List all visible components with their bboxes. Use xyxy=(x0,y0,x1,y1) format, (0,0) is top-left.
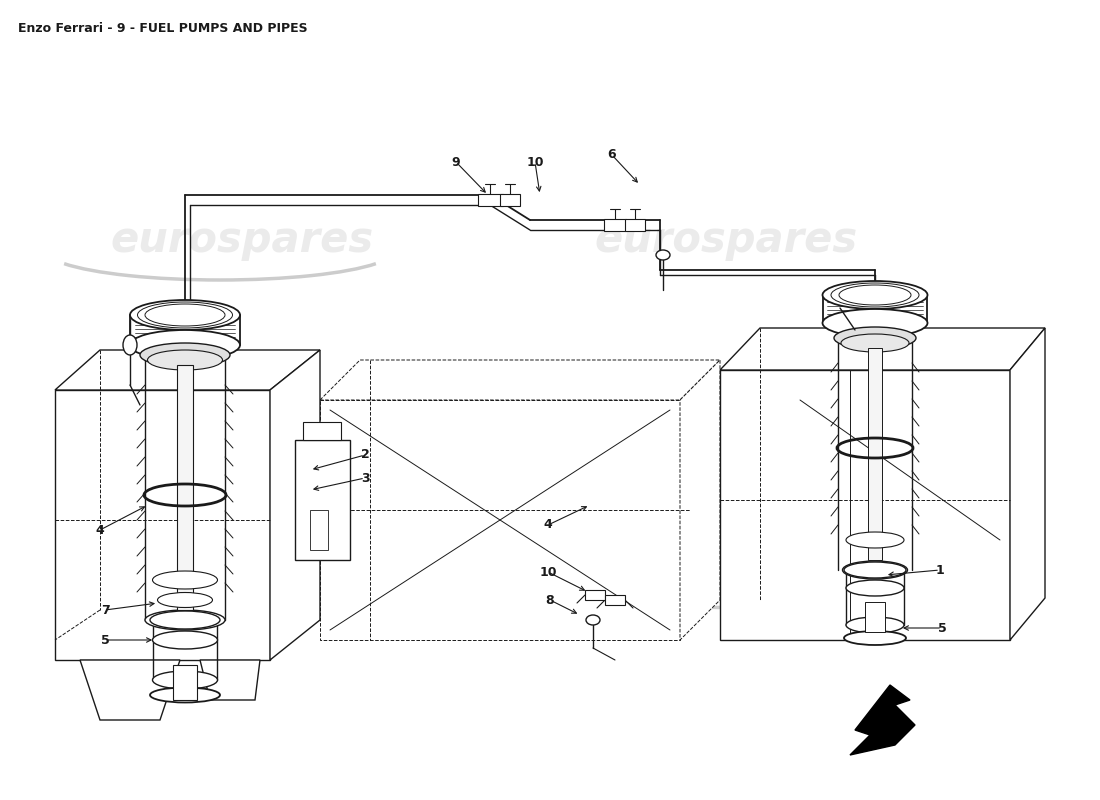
Polygon shape xyxy=(680,360,720,640)
Ellipse shape xyxy=(823,281,927,309)
Text: 5: 5 xyxy=(100,634,109,646)
Bar xyxy=(605,595,625,605)
Ellipse shape xyxy=(843,561,908,579)
Bar xyxy=(585,590,605,600)
Text: eurospares: eurospares xyxy=(110,219,374,261)
Text: 10: 10 xyxy=(539,566,557,578)
Text: 8: 8 xyxy=(546,594,554,606)
Polygon shape xyxy=(1010,328,1045,640)
Ellipse shape xyxy=(586,615,600,625)
Polygon shape xyxy=(720,328,1045,370)
Bar xyxy=(310,510,328,550)
Ellipse shape xyxy=(153,671,218,689)
Ellipse shape xyxy=(823,309,927,337)
Text: 5: 5 xyxy=(937,622,946,634)
Bar xyxy=(302,422,341,440)
Ellipse shape xyxy=(123,335,138,355)
Ellipse shape xyxy=(846,617,904,633)
Text: eurospares: eurospares xyxy=(110,515,374,557)
Ellipse shape xyxy=(140,343,230,367)
Text: 4: 4 xyxy=(96,523,104,537)
Ellipse shape xyxy=(157,593,212,607)
Ellipse shape xyxy=(150,611,220,629)
Text: eurospares: eurospares xyxy=(594,515,858,557)
Ellipse shape xyxy=(145,304,226,326)
Bar xyxy=(865,602,886,632)
Bar xyxy=(177,365,192,610)
Bar xyxy=(295,440,350,560)
Polygon shape xyxy=(320,400,680,640)
Ellipse shape xyxy=(150,687,220,702)
Text: 7: 7 xyxy=(100,603,109,617)
Text: 2: 2 xyxy=(361,449,370,462)
Ellipse shape xyxy=(130,300,240,330)
Ellipse shape xyxy=(147,350,222,370)
Ellipse shape xyxy=(138,302,232,328)
Text: 3: 3 xyxy=(361,471,370,485)
Polygon shape xyxy=(270,350,320,660)
Polygon shape xyxy=(850,685,915,755)
Ellipse shape xyxy=(656,250,670,260)
Text: 4: 4 xyxy=(543,518,552,531)
Ellipse shape xyxy=(839,285,911,305)
Ellipse shape xyxy=(844,631,906,645)
Polygon shape xyxy=(320,360,720,400)
Polygon shape xyxy=(200,660,260,700)
Bar xyxy=(173,665,197,700)
Ellipse shape xyxy=(145,610,226,630)
Text: Enzo Ferrari - 9 - FUEL PUMPS AND PIPES: Enzo Ferrari - 9 - FUEL PUMPS AND PIPES xyxy=(18,22,308,35)
Ellipse shape xyxy=(153,631,218,649)
Bar xyxy=(604,219,626,231)
Bar xyxy=(625,219,645,231)
Bar xyxy=(478,194,503,206)
Ellipse shape xyxy=(837,328,913,348)
Ellipse shape xyxy=(145,345,226,365)
Ellipse shape xyxy=(844,562,906,578)
Ellipse shape xyxy=(830,283,918,307)
Ellipse shape xyxy=(130,330,240,360)
Text: 1: 1 xyxy=(936,563,945,577)
Text: 10: 10 xyxy=(526,155,543,169)
Ellipse shape xyxy=(842,334,909,352)
Text: 6: 6 xyxy=(607,149,616,162)
Ellipse shape xyxy=(846,532,904,548)
Polygon shape xyxy=(55,350,320,390)
Bar xyxy=(500,194,520,206)
Ellipse shape xyxy=(834,327,916,349)
Text: eurospares: eurospares xyxy=(594,219,858,261)
Polygon shape xyxy=(55,390,270,660)
Text: 9: 9 xyxy=(452,155,460,169)
Bar xyxy=(868,348,882,560)
Polygon shape xyxy=(80,660,180,720)
Ellipse shape xyxy=(846,580,904,596)
Polygon shape xyxy=(720,370,1010,640)
Ellipse shape xyxy=(153,571,218,589)
